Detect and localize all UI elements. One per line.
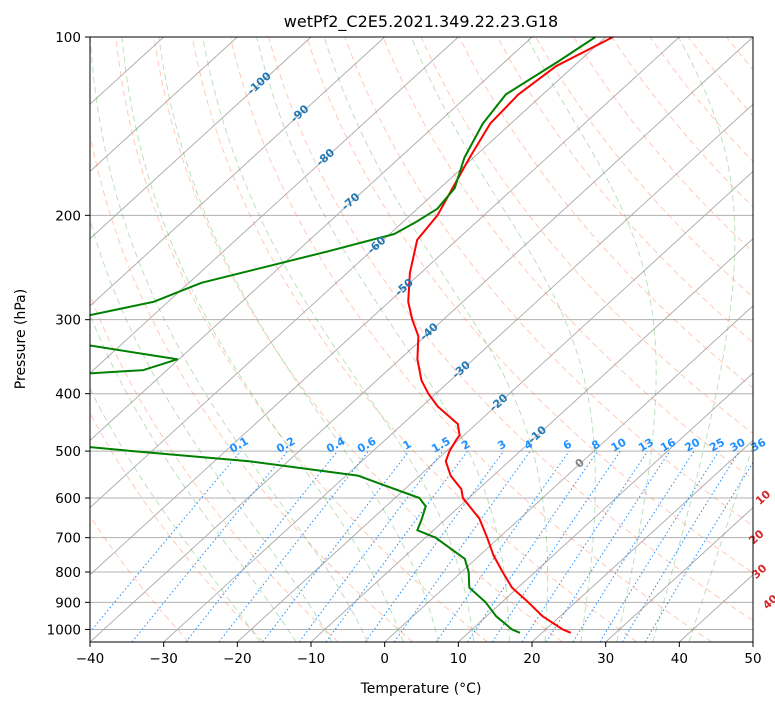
moist-adiabat-line bbox=[158, 37, 439, 642]
dry-adiabat-line bbox=[535, 37, 753, 298]
isotherm-line bbox=[90, 37, 753, 642]
dry-adiabat-line bbox=[229, 37, 712, 642]
y-tick-label: 100 bbox=[55, 30, 81, 46]
mixing-ratio-line bbox=[131, 450, 288, 642]
moist-adiabat-line bbox=[411, 37, 596, 642]
mixing-ratio-line bbox=[262, 450, 410, 642]
mixing-ratio-line bbox=[364, 450, 505, 642]
moist-adiabat-line bbox=[323, 37, 548, 642]
isotherm-line bbox=[90, 37, 680, 576]
mixing-ratio-line bbox=[572, 450, 695, 642]
mixing-ratio-line bbox=[545, 450, 671, 642]
mixing-ratio-line bbox=[393, 450, 531, 642]
moist-adiabat-line bbox=[90, 37, 369, 642]
y-tick-label: 600 bbox=[55, 491, 81, 507]
y-tick-label: 300 bbox=[55, 313, 81, 329]
x-tick-label: −10 bbox=[297, 651, 326, 667]
isotherm-line bbox=[163, 103, 753, 642]
chart-title: wetPf2_C2E5.2021.349.22.23.G18 bbox=[284, 12, 558, 32]
dry-adiabat-line bbox=[382, 37, 753, 481]
isotherm-line bbox=[457, 372, 753, 642]
isotherm-line bbox=[384, 305, 753, 642]
x-tick-label: −20 bbox=[223, 651, 252, 667]
moist-adiabat-line bbox=[688, 443, 753, 642]
dry-adiabat-line bbox=[306, 37, 753, 574]
plot-frame bbox=[89, 36, 754, 643]
x-tick-label: 10 bbox=[450, 651, 467, 667]
y-tick-label: 800 bbox=[55, 565, 81, 581]
isotherm-line bbox=[90, 37, 607, 509]
mixing-ratio-line bbox=[185, 450, 338, 642]
dewpoint-profile-line bbox=[90, 37, 596, 634]
isotherm-line bbox=[90, 37, 386, 307]
y-tick-label: 200 bbox=[55, 208, 81, 224]
moist-adiabat-line bbox=[121, 37, 404, 642]
dry-adiabat-line bbox=[497, 37, 753, 344]
dry-adiabat-line bbox=[153, 37, 563, 642]
moist-adiabat-line bbox=[652, 37, 736, 642]
mixing-ratio-line bbox=[325, 450, 468, 642]
moist-adiabat-line bbox=[256, 37, 510, 642]
x-tick-label: 20 bbox=[523, 651, 540, 667]
isotherm-line bbox=[90, 37, 312, 240]
moist-adiabat-line bbox=[202, 37, 475, 642]
isotherm-line bbox=[531, 439, 753, 642]
x-tick-label: −30 bbox=[149, 651, 178, 667]
x-tick-label: 50 bbox=[744, 651, 761, 667]
axes-layer: −40 −30 −20 −10 0 10 20 30 40 50 100 200 300 400 500 60… bbox=[47, 30, 762, 667]
y-tick-label: 700 bbox=[55, 531, 81, 547]
mixing-ratio-line bbox=[90, 450, 242, 633]
isotherm-line bbox=[90, 37, 533, 441]
mixing-ratio-line bbox=[621, 450, 740, 642]
moist-adiabat-line bbox=[90, 313, 297, 642]
x-tick-label: 40 bbox=[671, 651, 688, 667]
mixing-ratio-line bbox=[491, 450, 621, 642]
y-tick-label: 400 bbox=[55, 387, 81, 403]
y-tick-label: 500 bbox=[55, 444, 81, 460]
data-lines-layer bbox=[90, 37, 614, 634]
dry-adiabat-line bbox=[90, 515, 190, 642]
x-tick-label: −40 bbox=[76, 651, 105, 667]
x-tick-label: 30 bbox=[597, 651, 614, 667]
dry-adiabat-line bbox=[90, 131, 414, 642]
dry-adiabat-line bbox=[268, 37, 753, 621]
dry-adiabat-line bbox=[191, 37, 638, 642]
y-tick-label: 1000 bbox=[47, 622, 81, 638]
x-axis-label: Temperature (°C) bbox=[360, 681, 482, 697]
isotherm-line bbox=[310, 238, 753, 642]
isotherm-line bbox=[90, 37, 238, 173]
mixing-ratio-line bbox=[521, 450, 649, 642]
isotherm-line bbox=[236, 170, 753, 642]
y-axis-label: Pressure (hPa) bbox=[13, 289, 29, 389]
dry-adiabat-line bbox=[115, 37, 488, 642]
isotherm-line bbox=[90, 37, 459, 374]
isotherm-line bbox=[605, 506, 753, 642]
dry-adiabat-line bbox=[344, 37, 753, 527]
x-tick-label: 0 bbox=[380, 651, 389, 667]
background-lines-layer bbox=[90, 37, 753, 642]
y-tick-label: 900 bbox=[55, 595, 81, 611]
mixing-ratio-line bbox=[435, 450, 570, 642]
dry-adiabat-line bbox=[90, 412, 264, 642]
mixing-ratio-line bbox=[467, 450, 599, 642]
moist-adiabat-line bbox=[90, 387, 261, 642]
moist-adiabat-line bbox=[90, 218, 333, 642]
